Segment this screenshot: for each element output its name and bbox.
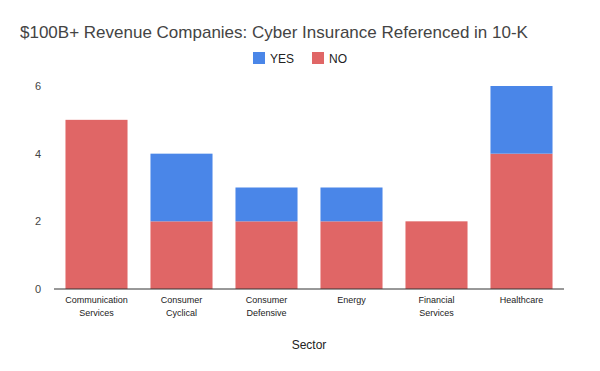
bar-segment [490, 86, 552, 154]
x-tick-label: ConsumerDefensive [246, 295, 288, 318]
bar-segment [405, 221, 467, 289]
background [0, 0, 600, 371]
bar-segment [65, 119, 127, 120]
chart: $100B+ Revenue Companies: Cyber Insuranc… [0, 0, 600, 371]
y-tick-label: 4 [35, 148, 41, 160]
bar-segment [320, 188, 382, 222]
bar-segment [150, 154, 212, 222]
x-tick-label: CommunicationServices [65, 295, 128, 318]
x-tick-label: Energy [337, 295, 366, 305]
legend-label: NO [329, 52, 347, 66]
bar-segment [235, 188, 297, 222]
y-tick-label: 2 [35, 215, 41, 227]
bar-segment [65, 120, 127, 289]
legend-swatch [253, 52, 265, 64]
legend-swatch [312, 52, 324, 64]
x-axis-title: Sector [292, 338, 327, 352]
legend-label: YES [270, 52, 294, 66]
title: $100B+ Revenue Companies: Cyber Insuranc… [20, 23, 529, 42]
bar-segment [320, 221, 382, 289]
x-tick-label: Healthcare [500, 295, 544, 305]
x-tick-label: FinancialServices [418, 295, 454, 318]
y-tick-label: 6 [35, 80, 41, 92]
bar-segment [235, 221, 297, 289]
x-tick-label: ConsumerCyclical [161, 295, 203, 318]
legend: YES NO [253, 52, 347, 66]
bars [65, 86, 552, 289]
bar-segment [405, 221, 467, 222]
x-axis-line [54, 289, 564, 290]
y-tick-label: 0 [35, 283, 41, 295]
bar-segment [150, 221, 212, 289]
bar-segment [490, 154, 552, 289]
